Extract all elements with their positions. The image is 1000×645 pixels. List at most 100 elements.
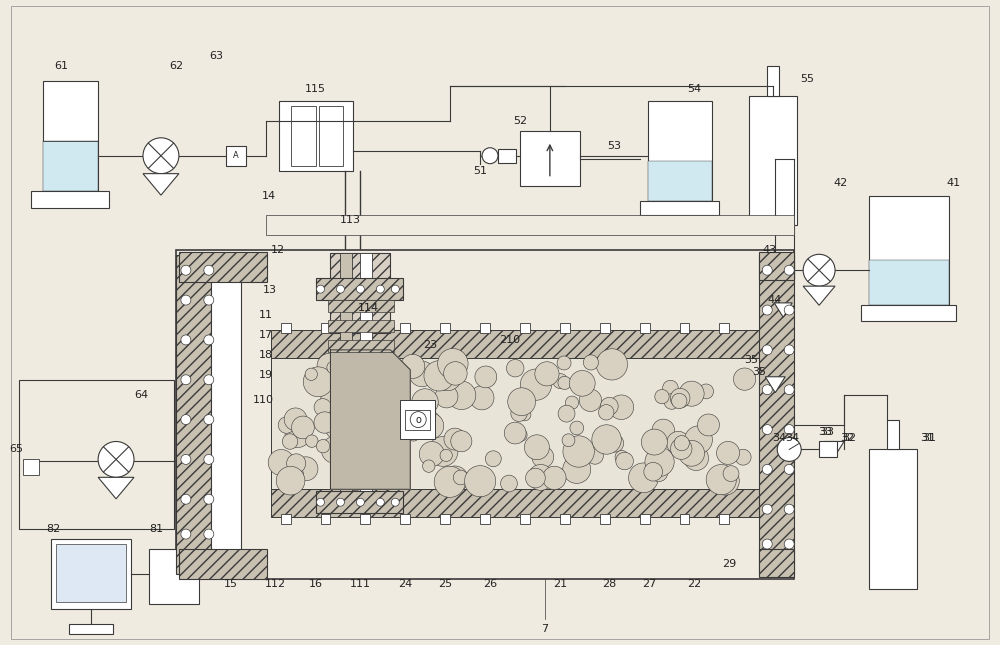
Text: 210: 210 bbox=[499, 335, 521, 345]
Bar bbox=[328, 340, 394, 352]
Text: 23: 23 bbox=[423, 340, 437, 350]
Circle shape bbox=[98, 441, 134, 477]
Polygon shape bbox=[330, 350, 410, 490]
Circle shape bbox=[428, 437, 458, 466]
Circle shape bbox=[399, 410, 413, 422]
Bar bbox=[520, 323, 530, 333]
Bar bbox=[360, 323, 370, 333]
Circle shape bbox=[285, 422, 311, 448]
Circle shape bbox=[407, 428, 420, 441]
Bar bbox=[400, 323, 410, 333]
Circle shape bbox=[438, 348, 468, 379]
Circle shape bbox=[356, 498, 364, 506]
Text: 15: 15 bbox=[224, 579, 238, 589]
Circle shape bbox=[520, 369, 552, 401]
Polygon shape bbox=[803, 286, 835, 305]
Text: 14: 14 bbox=[262, 190, 276, 201]
Circle shape bbox=[409, 361, 435, 386]
Circle shape bbox=[335, 388, 354, 408]
Circle shape bbox=[303, 367, 333, 397]
Circle shape bbox=[320, 388, 350, 419]
Circle shape bbox=[181, 265, 191, 275]
Polygon shape bbox=[774, 303, 792, 317]
Circle shape bbox=[803, 254, 835, 286]
Circle shape bbox=[377, 362, 395, 380]
Circle shape bbox=[340, 462, 369, 491]
Circle shape bbox=[320, 380, 341, 400]
Bar bbox=[648, 101, 712, 201]
Bar bbox=[719, 514, 729, 524]
Circle shape bbox=[558, 376, 571, 390]
Bar bbox=[320, 514, 330, 524]
Circle shape bbox=[354, 388, 376, 411]
Circle shape bbox=[204, 375, 214, 384]
Text: 12: 12 bbox=[271, 245, 285, 255]
Circle shape bbox=[204, 455, 214, 464]
Bar bbox=[440, 323, 450, 333]
Bar bbox=[520, 131, 580, 186]
Circle shape bbox=[645, 447, 674, 477]
Text: 35: 35 bbox=[744, 355, 758, 365]
Bar bbox=[640, 514, 650, 524]
Circle shape bbox=[562, 434, 575, 447]
Circle shape bbox=[615, 450, 628, 464]
Bar bbox=[330, 253, 390, 333]
Bar bbox=[520, 514, 530, 524]
Circle shape bbox=[524, 435, 549, 460]
Circle shape bbox=[762, 504, 772, 514]
Circle shape bbox=[292, 416, 314, 439]
Circle shape bbox=[286, 466, 303, 482]
Circle shape bbox=[784, 384, 794, 395]
Circle shape bbox=[784, 464, 794, 474]
Circle shape bbox=[570, 421, 584, 435]
Circle shape bbox=[644, 462, 663, 481]
Circle shape bbox=[568, 461, 589, 482]
Bar bbox=[291, 106, 316, 166]
Bar bbox=[23, 459, 39, 475]
Bar bbox=[600, 323, 610, 333]
Bar bbox=[328, 300, 394, 312]
Polygon shape bbox=[765, 377, 785, 393]
Circle shape bbox=[418, 413, 444, 439]
Circle shape bbox=[596, 349, 628, 380]
Text: 65: 65 bbox=[9, 444, 23, 455]
Bar bbox=[316, 491, 403, 513]
Text: 32: 32 bbox=[840, 433, 854, 442]
Bar bbox=[861, 305, 956, 321]
Circle shape bbox=[784, 424, 794, 435]
Circle shape bbox=[606, 435, 624, 452]
Text: 42: 42 bbox=[834, 177, 848, 188]
Bar bbox=[887, 420, 899, 450]
Circle shape bbox=[204, 494, 214, 504]
Text: 31: 31 bbox=[920, 433, 934, 442]
Circle shape bbox=[470, 386, 494, 410]
Text: 26: 26 bbox=[483, 579, 497, 589]
Bar bbox=[680, 514, 689, 524]
Circle shape bbox=[181, 529, 191, 539]
Circle shape bbox=[762, 265, 772, 275]
Bar bbox=[320, 323, 330, 333]
Circle shape bbox=[362, 358, 380, 377]
Circle shape bbox=[350, 406, 370, 425]
Circle shape bbox=[475, 366, 497, 388]
Circle shape bbox=[444, 428, 466, 450]
Circle shape bbox=[282, 434, 298, 450]
Circle shape bbox=[784, 539, 794, 549]
Circle shape bbox=[401, 354, 425, 379]
Circle shape bbox=[641, 429, 667, 455]
Bar bbox=[360, 253, 372, 512]
Circle shape bbox=[784, 504, 794, 514]
Text: 55: 55 bbox=[800, 74, 814, 84]
Bar bbox=[819, 441, 837, 457]
Bar bbox=[719, 323, 729, 333]
Bar bbox=[179, 549, 267, 579]
Text: 110: 110 bbox=[253, 395, 274, 404]
Circle shape bbox=[376, 441, 393, 458]
Circle shape bbox=[465, 466, 496, 497]
Bar bbox=[400, 400, 435, 439]
Circle shape bbox=[506, 359, 524, 377]
Circle shape bbox=[305, 368, 317, 381]
Circle shape bbox=[679, 381, 704, 406]
Circle shape bbox=[684, 446, 709, 470]
Bar bbox=[480, 323, 490, 333]
